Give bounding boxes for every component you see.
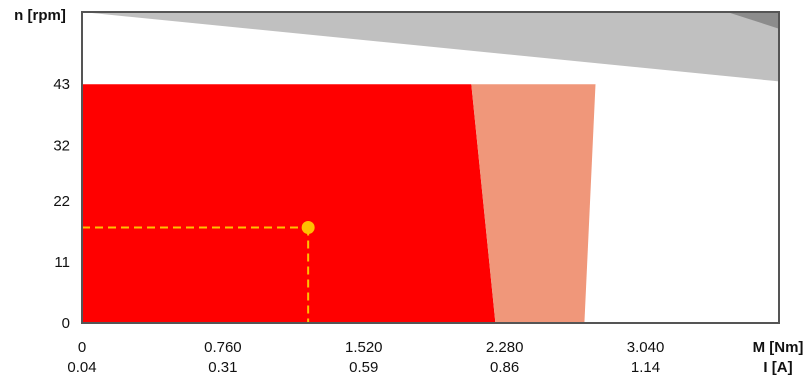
x-tick-label-torque: 2.280	[486, 339, 524, 356]
y-tick-label: 43	[53, 76, 70, 93]
operating-regions	[82, 12, 779, 323]
x-tick-label-current: 1.14	[631, 359, 660, 376]
upper-band-corner-region	[727, 12, 779, 29]
x-axis-ticks: 0 0.04 0.760 0.31 1.520 0.59 2.280 0.86 3.040 1.1…	[67, 339, 664, 376]
operating-point-group	[82, 220, 315, 323]
x-tick-label-current: 0.04	[67, 359, 96, 376]
x-tick-label-torque: 3.040	[627, 339, 665, 356]
x-tick-label-torque: 1.520	[345, 339, 383, 356]
x-tick-label-torque: 0	[78, 339, 86, 356]
y-axis-label: n [rpm]	[14, 7, 66, 24]
x-tick-label-torque: 0.760	[204, 339, 242, 356]
continuous-operation-region	[82, 84, 496, 323]
intermittent-operation-region	[471, 84, 596, 323]
y-tick-label: 0	[62, 315, 70, 332]
x-tick-label-current: 0.86	[490, 359, 519, 376]
x-axis-label-current: I [A]	[763, 359, 792, 376]
operating-point-marker	[301, 220, 315, 234]
y-axis-ticks: 0 11 22 32 43	[53, 76, 70, 332]
x-tick-label-current: 0.31	[208, 359, 237, 376]
x-axis-label-torque: M [Nm]	[753, 339, 804, 356]
upper-band-region	[82, 12, 779, 82]
y-tick-label: 22	[53, 193, 70, 210]
plot-frame	[81, 11, 780, 324]
x-tick-label-current: 0.59	[349, 359, 378, 376]
y-tick-label: 11	[54, 254, 70, 271]
y-tick-label: 32	[53, 137, 70, 154]
